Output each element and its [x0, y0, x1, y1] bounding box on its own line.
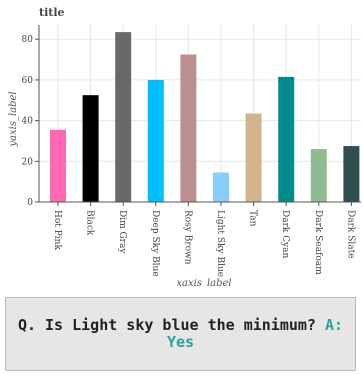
x-tick-label: Tan — [248, 210, 258, 227]
y-tick-label: 20 — [22, 157, 34, 167]
bar — [147, 79, 164, 202]
answer-text: A: Yes — [167, 316, 343, 351]
bar — [115, 32, 132, 202]
bar — [278, 76, 295, 202]
x-tick-label: Hot Pink — [52, 210, 62, 250]
y-axis-label: yaxis_label — [8, 91, 19, 147]
y-tick-label: 0 — [27, 198, 33, 208]
x-tick-label: Dark Seafoam — [313, 210, 323, 275]
y-tick-labels: 0 20 40 60 80 — [22, 35, 39, 208]
x-tick-label: Dark Cyan — [280, 210, 290, 259]
bars — [50, 32, 360, 202]
answer-value: Yes — [166, 333, 195, 351]
bar — [310, 149, 327, 202]
bar — [245, 113, 262, 202]
x-tick-label: Dark Slate — [345, 210, 355, 259]
y-tick-label: 60 — [22, 76, 34, 86]
bar — [180, 54, 197, 202]
x-axis-label: xaxis_label — [176, 278, 231, 287]
qa-panel: Q. Is Light sky blue the minimum? A: Yes — [5, 297, 356, 371]
y-tick-label: 80 — [22, 35, 34, 45]
question-text: Q. Is Light sky blue the minimum? — [17, 316, 316, 334]
bar — [82, 95, 99, 202]
bar — [50, 129, 66, 202]
x-tick-labels: Hot Pink Black Dim Gray Deep Sky Blue Rosy B… — [52, 202, 355, 277]
bar-chart: title 0 20 40 60 80 Hot Pink Black Dim Gray Dee… — [8, 6, 361, 287]
bar — [343, 146, 360, 202]
chart-title: title — [39, 6, 65, 19]
x-tick-label: Black — [85, 210, 95, 236]
x-tick-label: Light Sky Blue — [215, 210, 225, 277]
x-tick-label: Deep Sky Blue — [150, 210, 160, 277]
qa-text: Q. Is Light sky blue the minimum? A: Yes — [14, 317, 347, 351]
answer-prefix: A: — [324, 316, 344, 334]
x-tick-label: Dim Gray — [117, 210, 127, 254]
axes — [38, 25, 361, 203]
x-tick-label: Rosy Brown — [182, 210, 192, 265]
y-tick-label: 40 — [22, 117, 34, 127]
bar — [213, 172, 229, 202]
